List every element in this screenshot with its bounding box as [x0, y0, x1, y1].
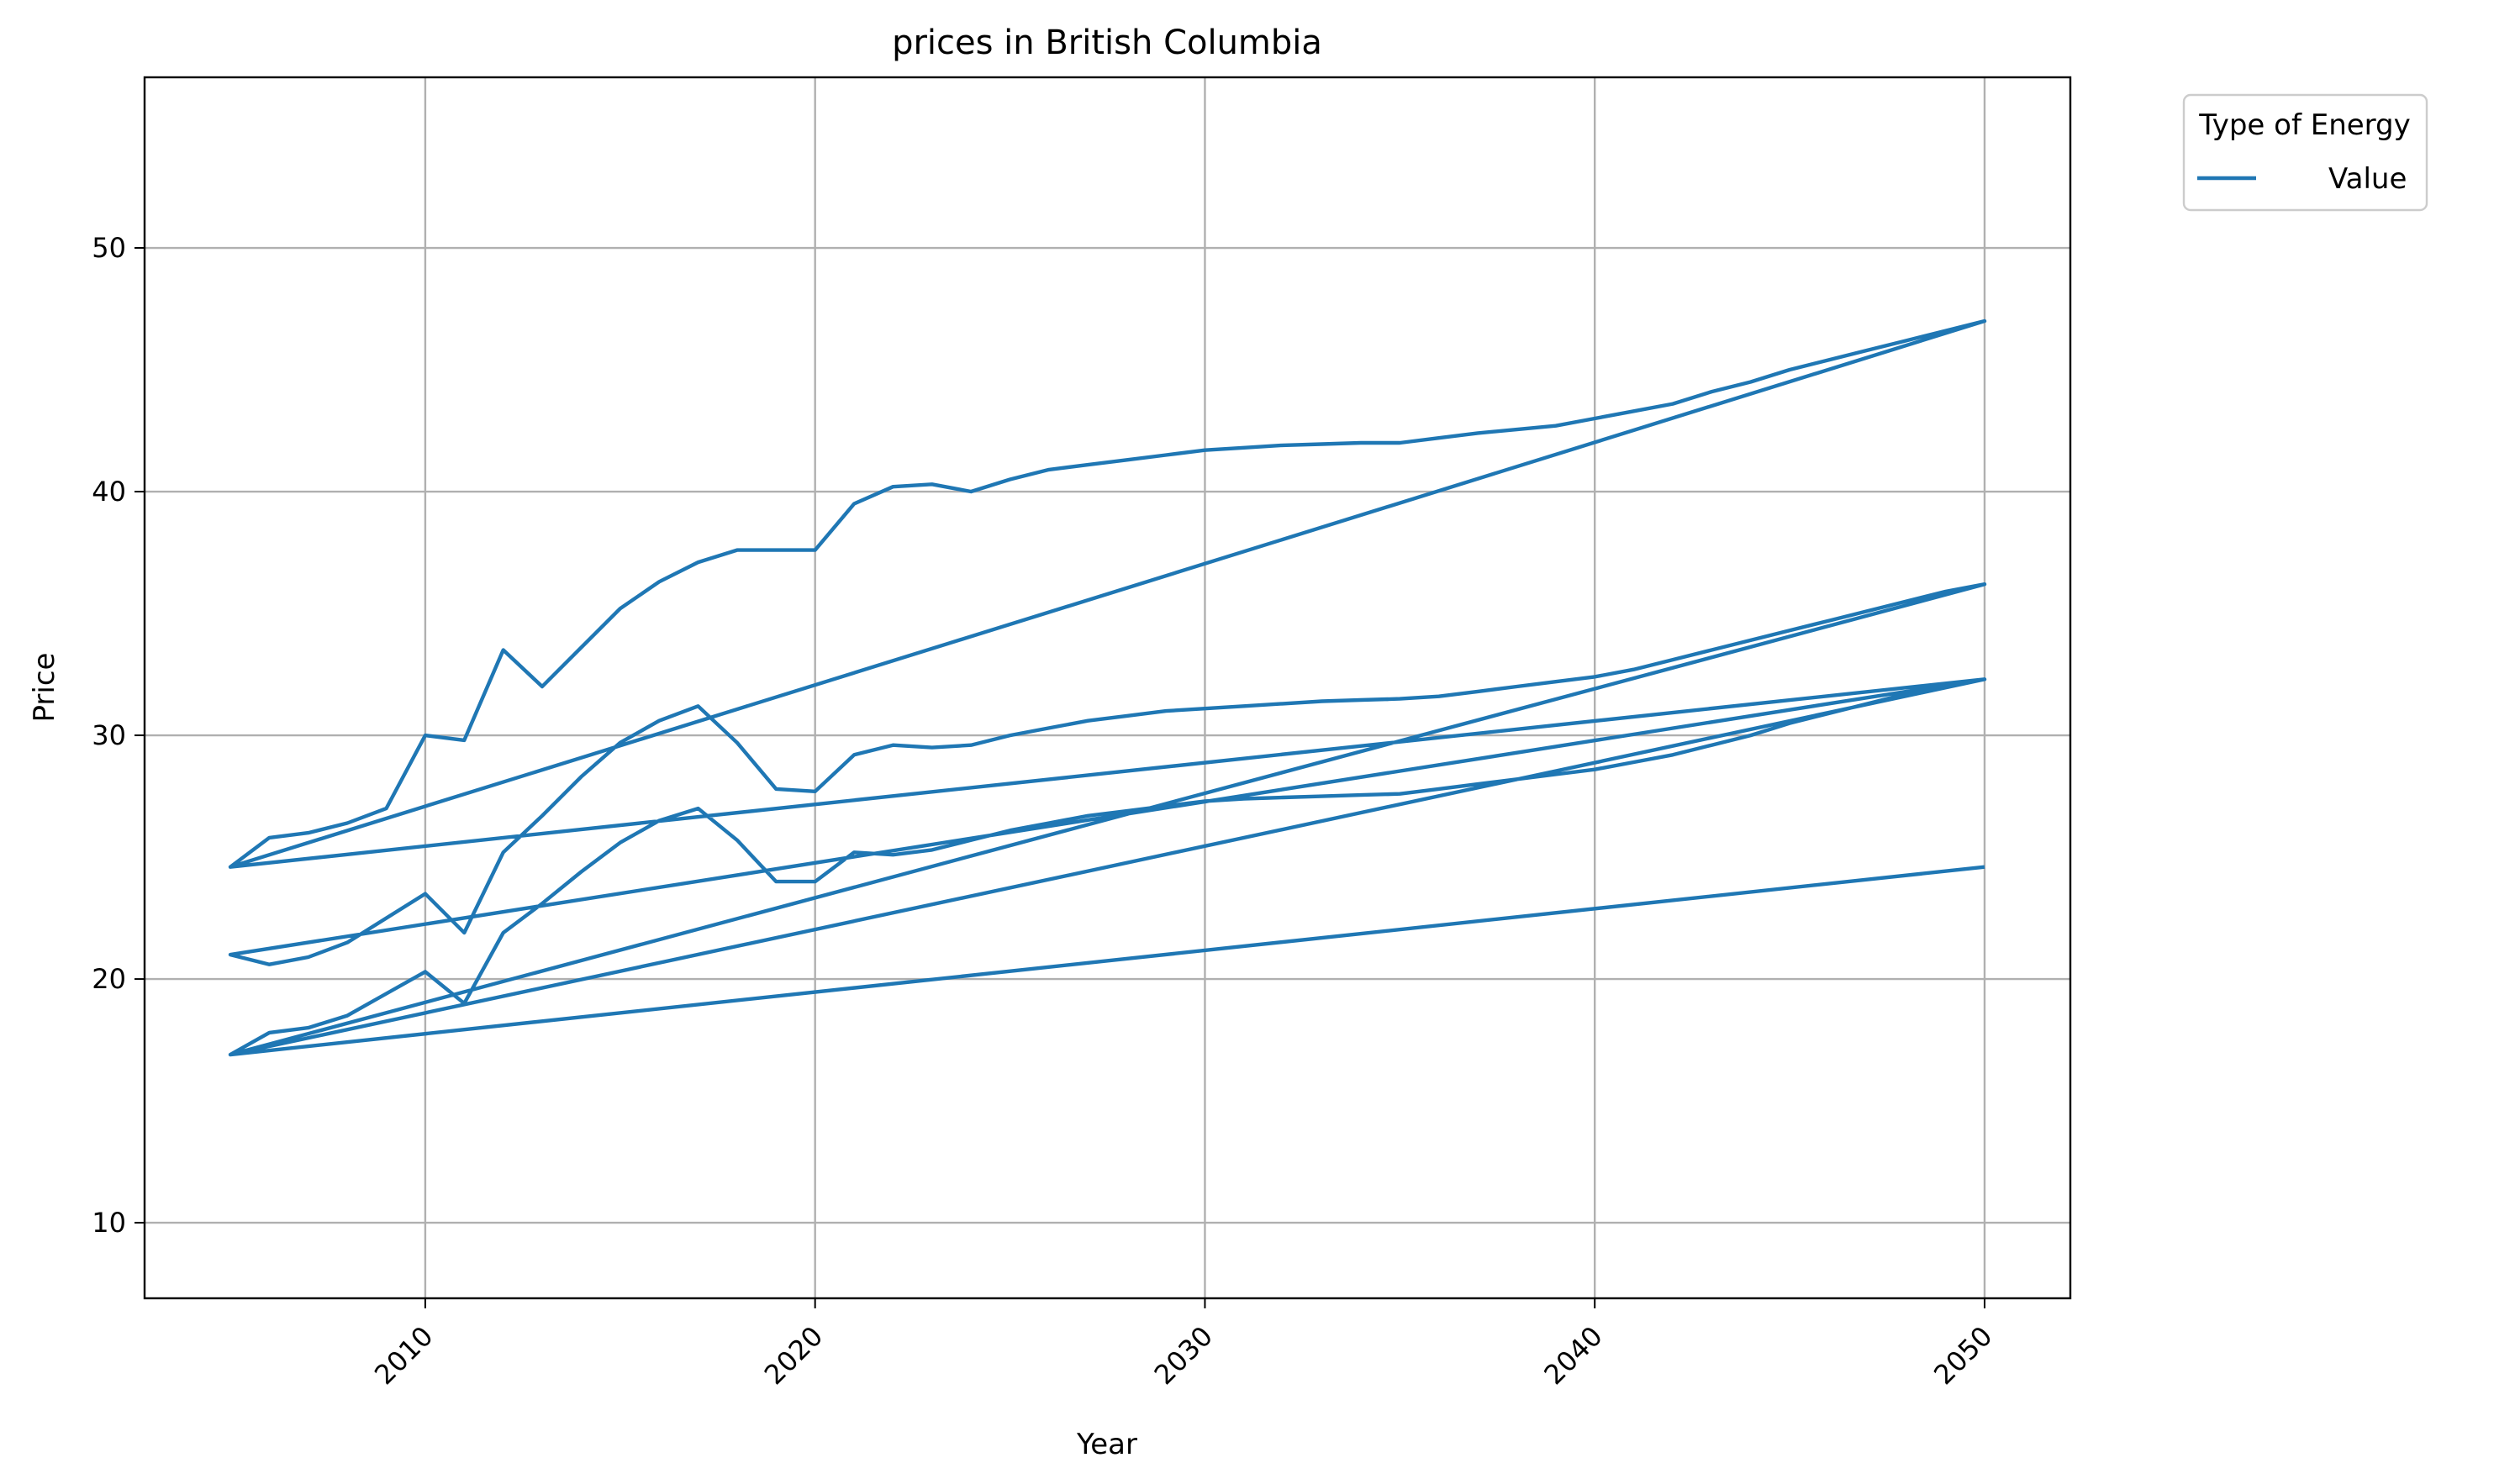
legend-title: Type of Energy: [2198, 108, 2411, 142]
series-layer: [228, 318, 1987, 1057]
y-axis-label: Price: [28, 653, 61, 723]
x-axis-label: Year: [1076, 1428, 1137, 1461]
legend-entry-value: Value: [2328, 162, 2407, 196]
grid-lines: [145, 77, 2070, 1298]
legend-box: [2182, 93, 2428, 212]
y-tick-label-20: 20: [92, 963, 126, 995]
series-line-0: [228, 318, 1987, 1057]
chart-title: prices in British Columbia: [892, 24, 1322, 62]
plot-frame: [143, 76, 2072, 1300]
y-tick-label-30: 30: [92, 719, 126, 751]
y-tick-label-10: 10: [92, 1207, 126, 1239]
y-tick-label-40: 40: [92, 476, 126, 508]
y-tick-label-50: 50: [92, 232, 126, 264]
legend: Type of Energy Value: [2182, 93, 2428, 212]
